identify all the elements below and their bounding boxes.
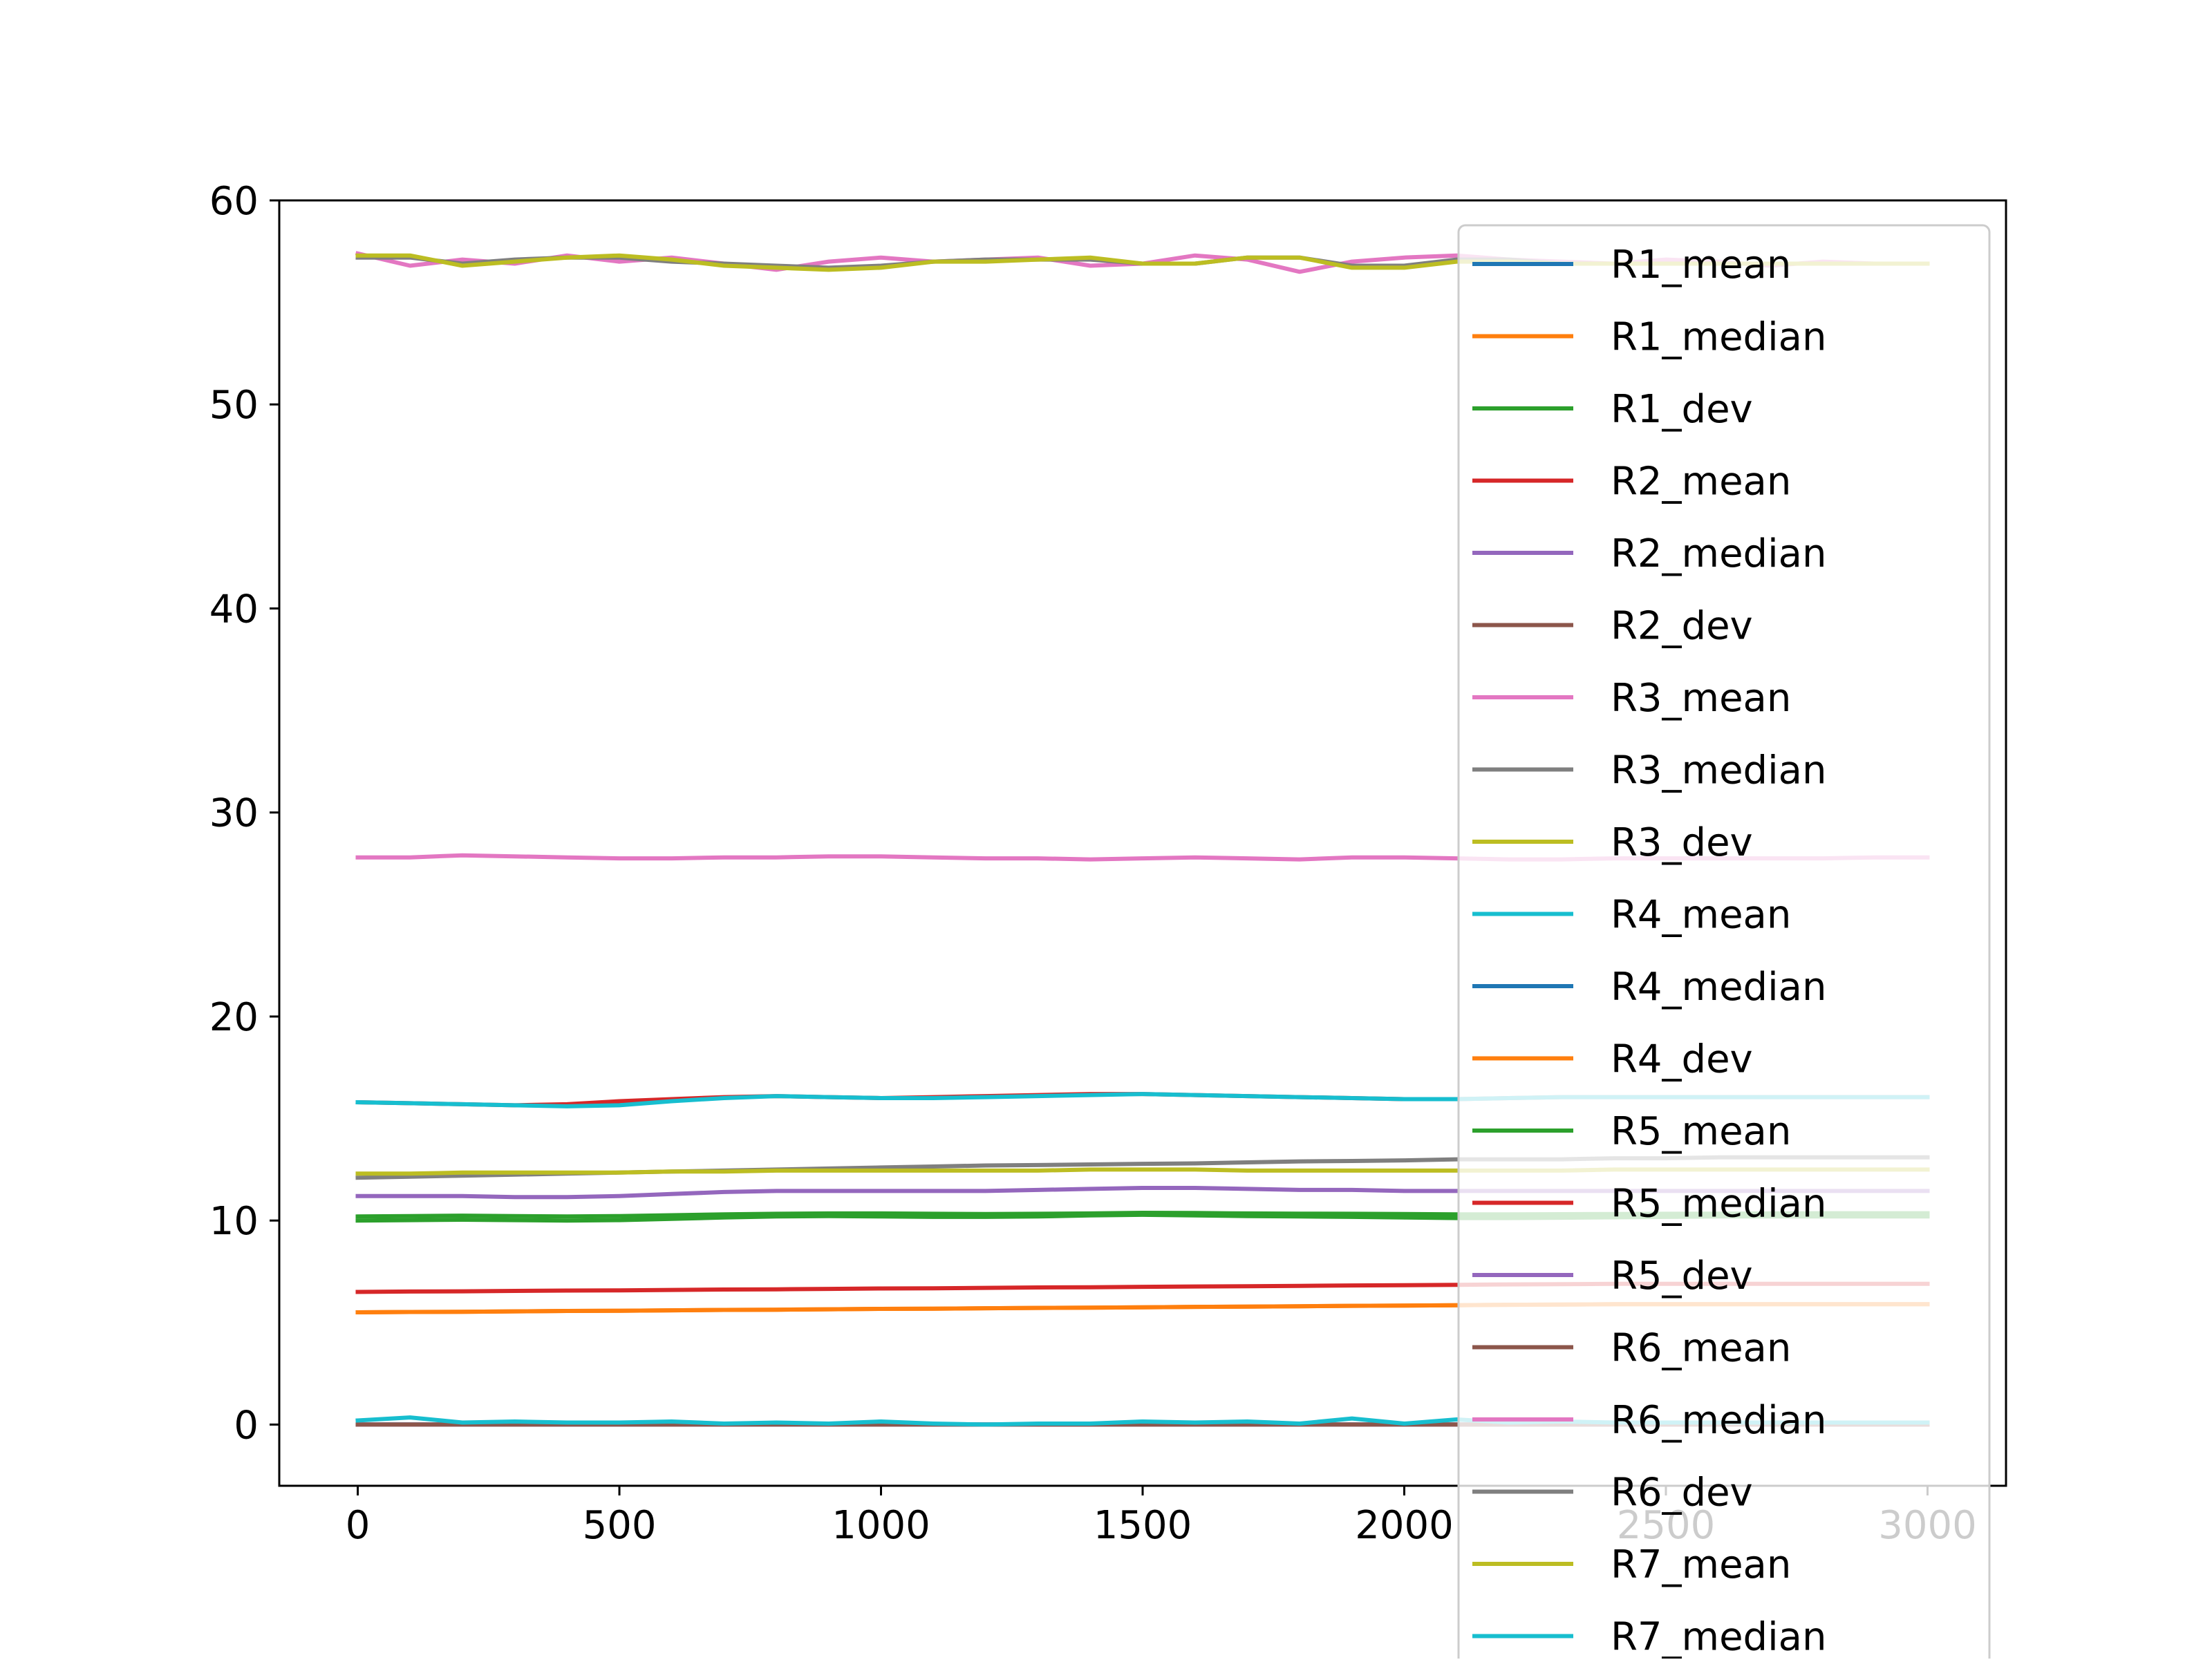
x-tick-label: 2000	[1355, 1503, 1454, 1548]
legend-label-r7-mean: R7_mean	[1611, 1542, 1791, 1587]
legend-label-r7-median: R7_median	[1611, 1615, 1826, 1659]
legend-label-r5-dev: R5_dev	[1611, 1254, 1753, 1299]
legend-label-r2-mean: R2_mean	[1611, 460, 1791, 504]
y-tick-label: 50	[209, 383, 259, 428]
y-tick-label: 0	[234, 1403, 259, 1448]
y-tick-label: 20	[209, 995, 259, 1040]
legend-label-r4-dev: R4_dev	[1611, 1037, 1753, 1082]
legend-label-r5-median: R5_median	[1611, 1182, 1826, 1227]
legend-label-r4-median: R4_median	[1611, 965, 1826, 1010]
legend-label-r6-median: R6_median	[1611, 1398, 1826, 1443]
legend-label-r1-median: R1_median	[1611, 315, 1826, 360]
y-tick-label: 30	[209, 791, 259, 836]
legend: R1_mean R1_median R1_dev R2_mean R2_median R2…	[1457, 224, 1991, 1662]
legend-label-r6-dev: R6_dev	[1611, 1471, 1753, 1515]
legend-label-r2-median: R2_median	[1611, 531, 1826, 576]
x-tick-label: 0	[346, 1503, 371, 1548]
legend-box	[1457, 224, 1991, 1662]
y-tick-label: 60	[209, 179, 259, 224]
legend-label-r3-median: R3_median	[1611, 748, 1826, 793]
legend-label-r1-mean: R1_mean	[1611, 243, 1791, 287]
y-tick-label: 40	[209, 587, 259, 632]
legend-label-r4-mean: R4_mean	[1611, 893, 1791, 938]
y-tick-label: 10	[209, 1199, 259, 1244]
x-tick-label: 1000	[832, 1503, 930, 1548]
x-tick-label: 500	[583, 1503, 657, 1548]
legend-label-r6-mean: R6_mean	[1611, 1326, 1791, 1371]
x-tick-label: 1500	[1094, 1503, 1192, 1548]
legend-label-r5-mean: R5_mean	[1611, 1109, 1791, 1154]
legend-label-r3-mean: R3_mean	[1611, 676, 1791, 721]
legend-label-r1-dev: R1_dev	[1611, 387, 1753, 432]
legend-label-r2-dev: R2_dev	[1611, 604, 1753, 649]
legend-label-r3-dev: R3_dev	[1611, 820, 1753, 865]
